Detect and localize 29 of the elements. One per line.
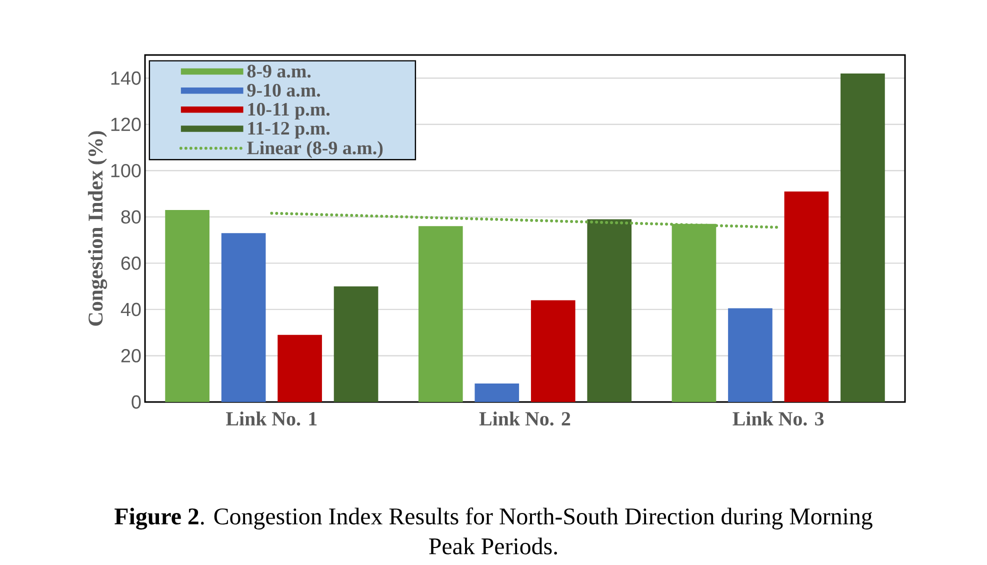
y-tick-label: 140: [111, 71, 141, 85]
bar: [165, 210, 210, 402]
x-tick-label: Link No. 3: [732, 412, 824, 426]
legend-label: 10-11 p.m.: [248, 102, 330, 120]
legend-label: 11-12 p.m.: [248, 122, 330, 139]
bar: [474, 383, 520, 402]
y-tick-label: 0: [132, 395, 141, 409]
bar: [221, 233, 266, 402]
legend-label: Linear (8-9 a.m.): [247, 141, 383, 158]
y-tick-label: 60: [121, 256, 141, 270]
text: Figure 2. Congestion Index Results for North-South Direction during Morning Peak Periods.: [114, 507, 872, 555]
bar: [728, 308, 772, 402]
bar: [587, 219, 632, 402]
bar: [784, 191, 829, 402]
x-tick-label: Link No. 1: [226, 412, 317, 426]
bar: [278, 334, 322, 402]
y-tick-label: 40: [120, 302, 141, 316]
legend-label: 9-10 a.m.: [247, 84, 320, 97]
bar: [840, 73, 885, 402]
y-tick-label: 120: [111, 118, 141, 132]
y-axis-title: Congestion Index (%): [88, 131, 108, 326]
y-tick-label: 100: [111, 164, 141, 178]
bar: [418, 226, 463, 402]
y-tick-label: 20: [121, 349, 141, 362]
bar: [334, 286, 378, 402]
legend-label: 8-9 a.m.: [247, 64, 311, 78]
y-tick-label: 80: [121, 210, 141, 224]
x-tick-label: Link No. 2: [479, 412, 570, 426]
bar: [530, 300, 576, 402]
